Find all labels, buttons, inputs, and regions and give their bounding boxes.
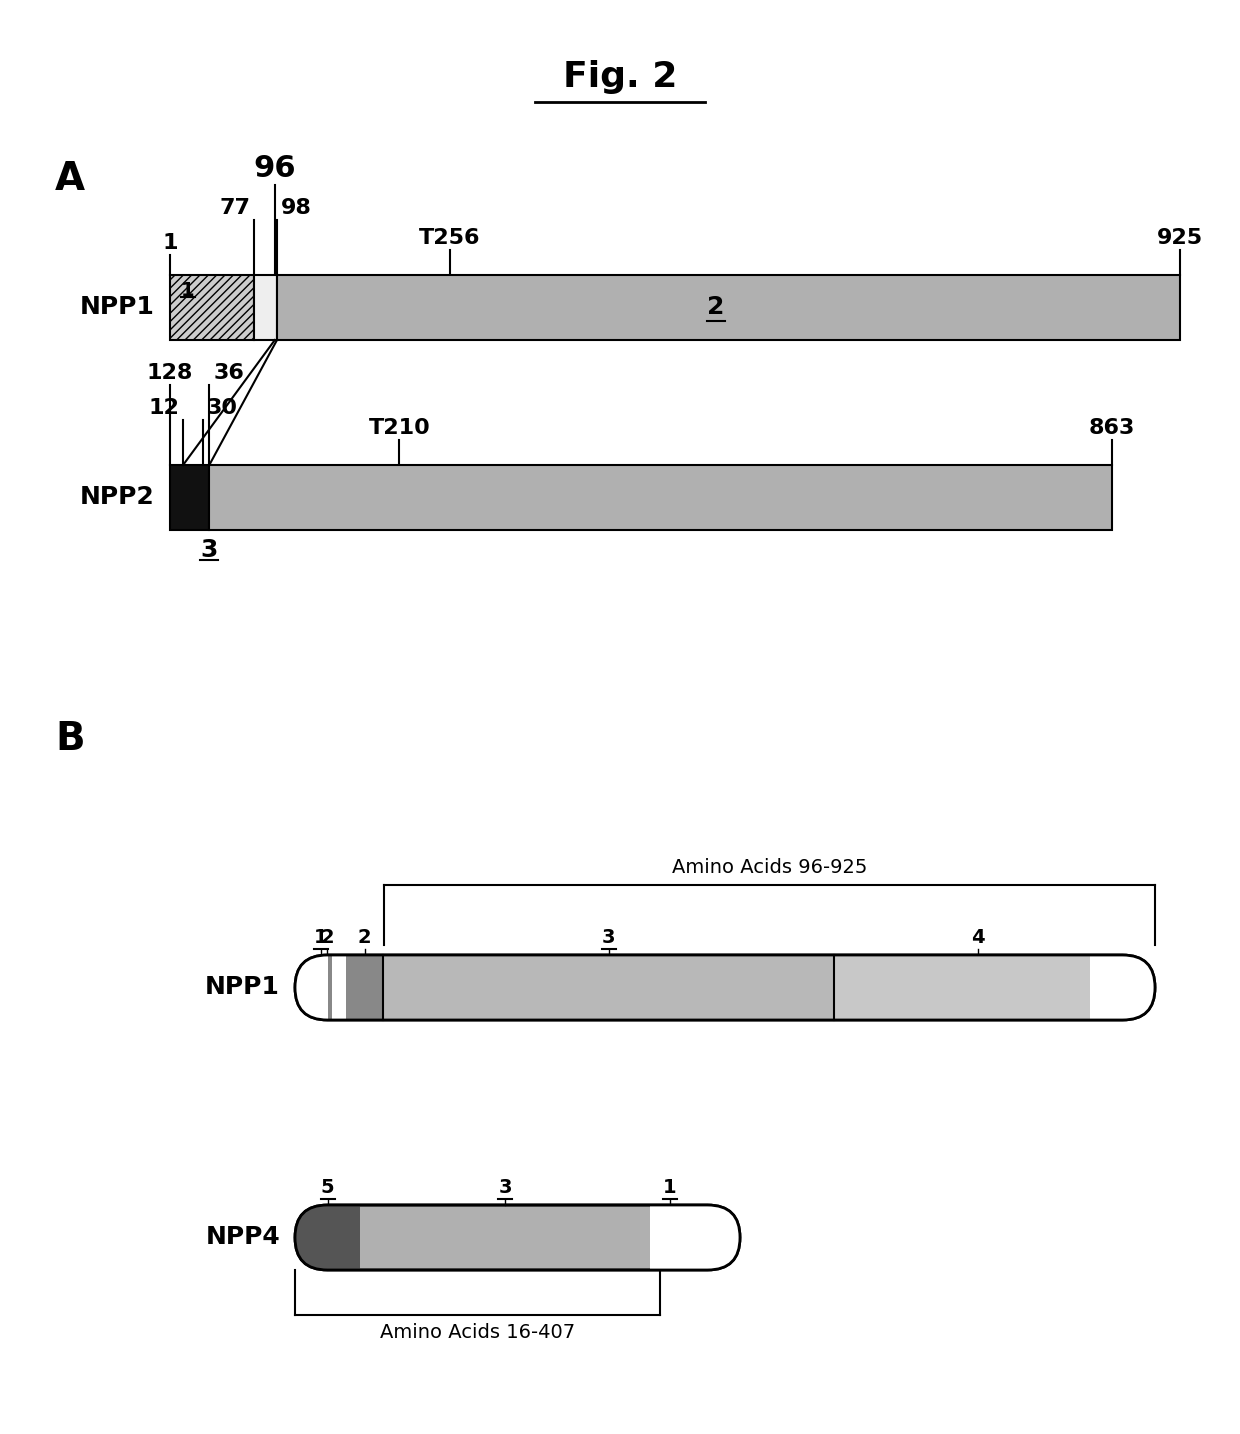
Text: 36: 36 (213, 363, 244, 383)
FancyBboxPatch shape (295, 1205, 360, 1271)
Text: 863: 863 (1089, 417, 1136, 437)
FancyBboxPatch shape (295, 1205, 740, 1271)
Text: 2: 2 (358, 928, 372, 946)
Text: 3: 3 (498, 1177, 512, 1197)
Bar (210, 465, 1112, 531)
Text: B: B (55, 720, 84, 759)
Text: NPP4: NPP4 (206, 1226, 280, 1249)
Bar (327, 955, 360, 1020)
Text: 1: 1 (663, 1177, 677, 1197)
Bar (650, 1205, 675, 1271)
FancyBboxPatch shape (675, 1205, 740, 1271)
Text: NPP2: NPP2 (81, 486, 155, 509)
Text: T210: T210 (368, 417, 430, 437)
Text: 30: 30 (207, 399, 238, 417)
Text: 96: 96 (253, 153, 296, 184)
Text: 128: 128 (146, 363, 193, 383)
Bar (327, 955, 332, 1020)
Bar (327, 1205, 360, 1271)
FancyBboxPatch shape (1090, 955, 1154, 1020)
Text: 77: 77 (219, 198, 250, 218)
Text: NPP1: NPP1 (205, 975, 280, 999)
Text: 98: 98 (281, 198, 312, 218)
Bar (277, 275, 1180, 340)
Text: A: A (55, 161, 86, 198)
Bar (835, 955, 1122, 1020)
Text: 3: 3 (603, 928, 615, 946)
Text: 12: 12 (149, 399, 179, 417)
Text: 3: 3 (201, 538, 218, 562)
Bar (675, 1205, 708, 1271)
Text: Amino Acids 96-925: Amino Acids 96-925 (672, 858, 867, 878)
Text: Amino Acids 16-407: Amino Acids 16-407 (379, 1324, 575, 1342)
Bar (254, 275, 277, 340)
Bar (170, 275, 254, 340)
Bar (383, 955, 835, 1020)
Bar (170, 465, 210, 531)
Text: Fig. 2: Fig. 2 (563, 60, 677, 95)
Text: 4: 4 (972, 928, 986, 946)
Text: T256: T256 (419, 228, 480, 248)
Text: 925: 925 (1157, 228, 1203, 248)
Text: 1: 1 (314, 928, 327, 946)
Bar (346, 955, 383, 1020)
Text: 2: 2 (320, 928, 334, 946)
Text: 5: 5 (321, 1177, 335, 1197)
Bar (1090, 955, 1122, 1020)
FancyBboxPatch shape (295, 955, 360, 1020)
Text: NPP1: NPP1 (81, 295, 155, 320)
Text: 1: 1 (162, 232, 177, 252)
Text: 1: 1 (181, 281, 195, 300)
Bar (332, 955, 346, 1020)
Text: 2: 2 (707, 295, 724, 320)
FancyBboxPatch shape (295, 955, 1154, 1020)
